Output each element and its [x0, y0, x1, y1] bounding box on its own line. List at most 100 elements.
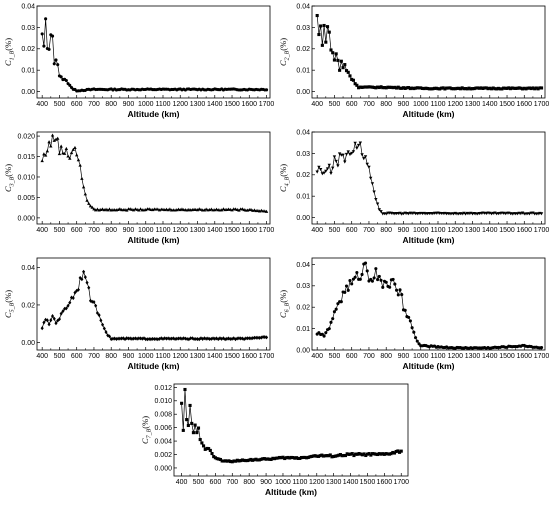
- data-point: [408, 319, 412, 323]
- data-point: [382, 86, 387, 90]
- data-point: [333, 454, 337, 458]
- data-point: [358, 277, 362, 281]
- data-point: [465, 87, 469, 91]
- data-point: [291, 456, 295, 460]
- data-point: [379, 452, 383, 456]
- data-point: [222, 459, 226, 463]
- data-point: [495, 87, 499, 91]
- data-point: [64, 146, 69, 150]
- chart-svg-7: 400 500 600 700 800 900 1000 1100 1200 1300 1400 15…: [140, 383, 409, 497]
- data-point: [343, 63, 347, 67]
- x-tick-label: 500: [54, 227, 66, 234]
- data-point: [357, 86, 361, 90]
- data-point: [195, 337, 200, 342]
- x-tick-label: 1500: [224, 101, 240, 108]
- data-point: [188, 403, 192, 407]
- data-point: [263, 335, 267, 340]
- data-point: [493, 87, 497, 91]
- x-tick-label: 800: [380, 227, 392, 234]
- x-axis-title: Altitude (km): [265, 487, 317, 497]
- data-point: [274, 456, 278, 460]
- data-point: [202, 336, 206, 341]
- data-point: [493, 211, 497, 215]
- chart-svg-4: 400 500 600 700 800 900 1000 1100 1200 1300 1400 15…: [278, 129, 549, 245]
- y-tick-label: 0.01: [296, 68, 310, 75]
- data-point: [254, 457, 258, 461]
- data-point: [400, 86, 404, 90]
- x-tick-label: 1000: [138, 353, 154, 360]
- data-point: [247, 458, 251, 462]
- data-point: [510, 86, 514, 90]
- data-point: [515, 86, 519, 90]
- data-point: [209, 336, 213, 341]
- data-point: [337, 453, 341, 457]
- data-point: [237, 208, 241, 212]
- series-markers: [315, 13, 544, 91]
- data-point: [300, 455, 304, 460]
- y-tick-label: 0.00: [296, 89, 310, 96]
- data-point: [107, 334, 112, 339]
- data-point: [517, 86, 521, 90]
- x-tick-label: 1500: [499, 227, 515, 234]
- data-point: [431, 87, 435, 91]
- data-point: [363, 155, 368, 159]
- x-tick-label: 400: [311, 353, 323, 360]
- data-point: [370, 182, 375, 186]
- data-point: [462, 87, 466, 91]
- data-point: [180, 401, 184, 405]
- data-point: [317, 165, 321, 169]
- data-point: [353, 141, 357, 145]
- data-point: [92, 299, 96, 305]
- data-point: [396, 449, 400, 453]
- chart-panel-4: 400 500 600 700 800 900 1000 1100 1200 1300 1400 15…: [275, 126, 550, 251]
- data-point: [251, 336, 255, 341]
- data-point: [522, 86, 526, 90]
- data-point: [62, 151, 67, 155]
- data-point: [185, 418, 189, 422]
- data-point: [343, 453, 348, 458]
- data-point: [80, 277, 84, 282]
- data-point: [219, 208, 224, 212]
- data-point: [498, 87, 502, 91]
- y-tick-label: 0.02: [21, 46, 35, 53]
- data-point: [215, 457, 219, 461]
- data-point: [351, 78, 355, 82]
- data-point: [362, 85, 366, 89]
- x-tick-label: 1200: [447, 227, 463, 234]
- x-tick-label: 1400: [482, 353, 498, 360]
- data-point: [97, 313, 101, 318]
- x-tick-label: 1000: [413, 353, 429, 360]
- data-point: [321, 454, 326, 458]
- data-point: [256, 335, 260, 340]
- data-point: [64, 78, 68, 83]
- x-tick-label: 1100: [430, 101, 445, 108]
- data-point: [374, 86, 378, 90]
- x-tick-label: 1500: [499, 353, 515, 360]
- data-point: [472, 87, 476, 91]
- data-point: [281, 455, 285, 459]
- data-point: [524, 87, 528, 91]
- x-tick-label: 700: [88, 227, 100, 234]
- data-point: [61, 309, 65, 314]
- data-point: [328, 453, 332, 457]
- data-point: [340, 454, 344, 458]
- data-point: [394, 449, 398, 454]
- data-point: [446, 86, 450, 90]
- x-tick-label: 1100: [155, 353, 170, 360]
- x-tick-label: 1300: [326, 479, 342, 486]
- data-point: [194, 337, 198, 342]
- data-point: [375, 202, 380, 206]
- data-point: [106, 333, 110, 338]
- data-point: [256, 458, 260, 462]
- data-point: [391, 450, 395, 455]
- data-point: [190, 336, 194, 341]
- data-point: [331, 317, 335, 321]
- data-point: [50, 314, 55, 319]
- data-point: [200, 441, 204, 445]
- data-point: [398, 450, 402, 454]
- data-point: [317, 32, 321, 37]
- data-point: [327, 30, 331, 34]
- data-point: [259, 457, 263, 461]
- data-point: [59, 75, 63, 79]
- data-point: [474, 86, 478, 90]
